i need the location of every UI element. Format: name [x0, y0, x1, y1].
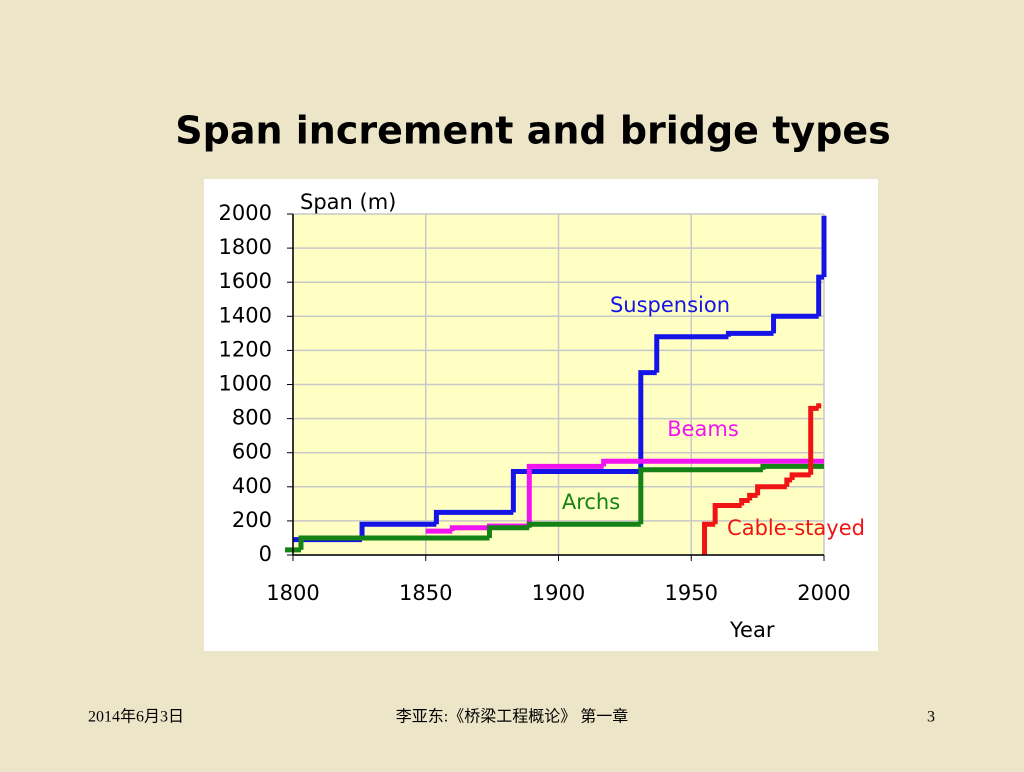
step-segment: [486, 525, 530, 538]
y-tick-label: 1400: [219, 303, 272, 327]
step-segment: [638, 370, 657, 472]
step-segment: [359, 521, 437, 540]
y-tick-label: 1600: [219, 269, 272, 293]
y-axis-label: Span (m): [300, 190, 396, 214]
step-segment: [298, 535, 490, 550]
x-tick-label: 1900: [532, 581, 585, 605]
x-tick-label: 1850: [399, 581, 452, 605]
step-segment: [755, 484, 787, 496]
step-segment: [433, 509, 514, 525]
y-tick-label: 600: [232, 440, 272, 464]
step-segment: [760, 463, 824, 470]
step-segment: [601, 458, 824, 467]
x-tick-label: 1800: [266, 581, 319, 605]
footer-page: 3: [927, 709, 935, 726]
step-segment: [702, 521, 716, 555]
step-segment: [789, 472, 811, 480]
step-segment: [526, 521, 641, 528]
series-label: Suspension: [610, 293, 730, 317]
series-label: Cable-stayed: [727, 516, 865, 540]
step-segment: [747, 492, 758, 501]
step-segment: [725, 330, 774, 337]
y-tick-label: 2000: [219, 201, 272, 225]
x-axis-label: Year: [729, 618, 775, 642]
footer-date: 2014年6月3日: [88, 708, 184, 726]
y-tick-label: 200: [232, 508, 272, 532]
step-segment: [771, 313, 819, 334]
step-segment: [449, 525, 490, 532]
step-segment: [510, 468, 641, 513]
y-tick-label: 1000: [219, 372, 272, 396]
x-tick-label: 1950: [665, 581, 718, 605]
footer-course: 李亚东:《桥梁工程概论》 第一章: [396, 708, 628, 726]
y-tick-label: 0: [259, 542, 272, 566]
y-tick-label: 1800: [219, 235, 272, 259]
step-segment: [739, 497, 750, 506]
step-segment: [808, 405, 819, 475]
step-segment: [712, 503, 742, 525]
step-segment: [638, 467, 763, 525]
step-segment: [526, 463, 604, 527]
slide-title: Span increment and bridge types: [175, 109, 890, 153]
y-tick-label: 800: [232, 406, 272, 430]
series-label: Beams: [667, 417, 739, 441]
step-segment: [654, 334, 729, 373]
y-tick-label: 1200: [219, 337, 272, 361]
x-tick-label: 2000: [797, 581, 850, 605]
y-tick-label: 400: [232, 474, 272, 498]
series-label: Archs: [562, 490, 620, 514]
